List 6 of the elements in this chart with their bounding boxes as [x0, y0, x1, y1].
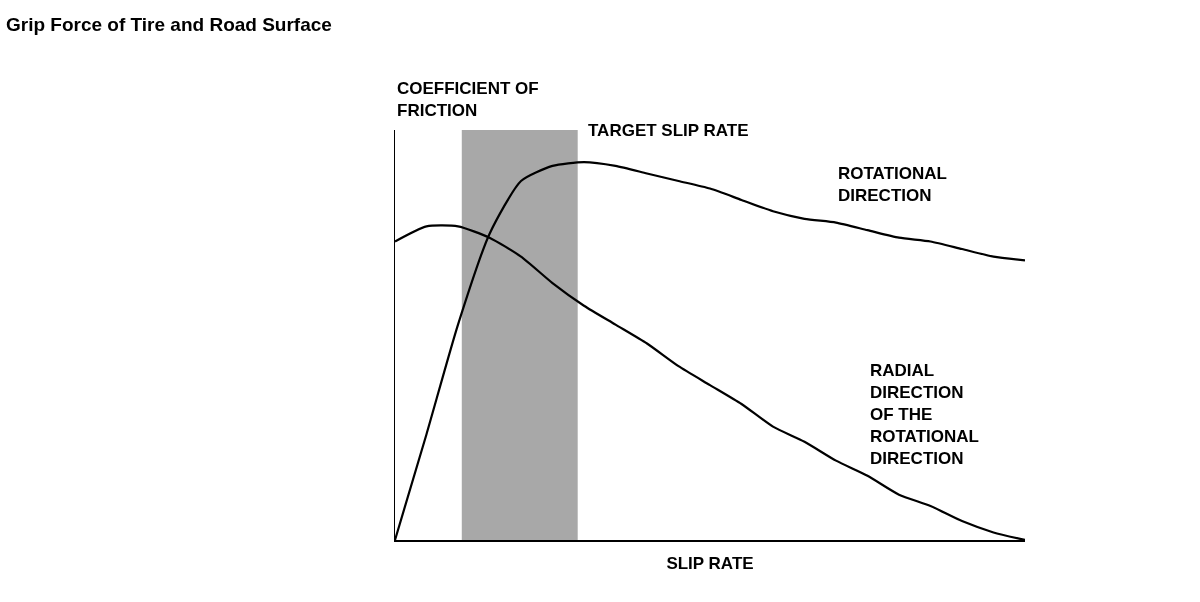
series-label: ROTATIONAL DIRECTION	[838, 164, 947, 206]
x-axis-title: SLIP RATE	[666, 554, 754, 574]
y-axis-title: COEFFICIENT OF FRICTION	[397, 79, 539, 121]
text: TARGET SLIP RATE	[588, 121, 749, 140]
series-label: RADIAL DIRECTION OF THE ROTATIONAL DIRECTION	[870, 361, 979, 469]
text: Grip Force of Tire and Road Surface	[6, 14, 332, 36]
